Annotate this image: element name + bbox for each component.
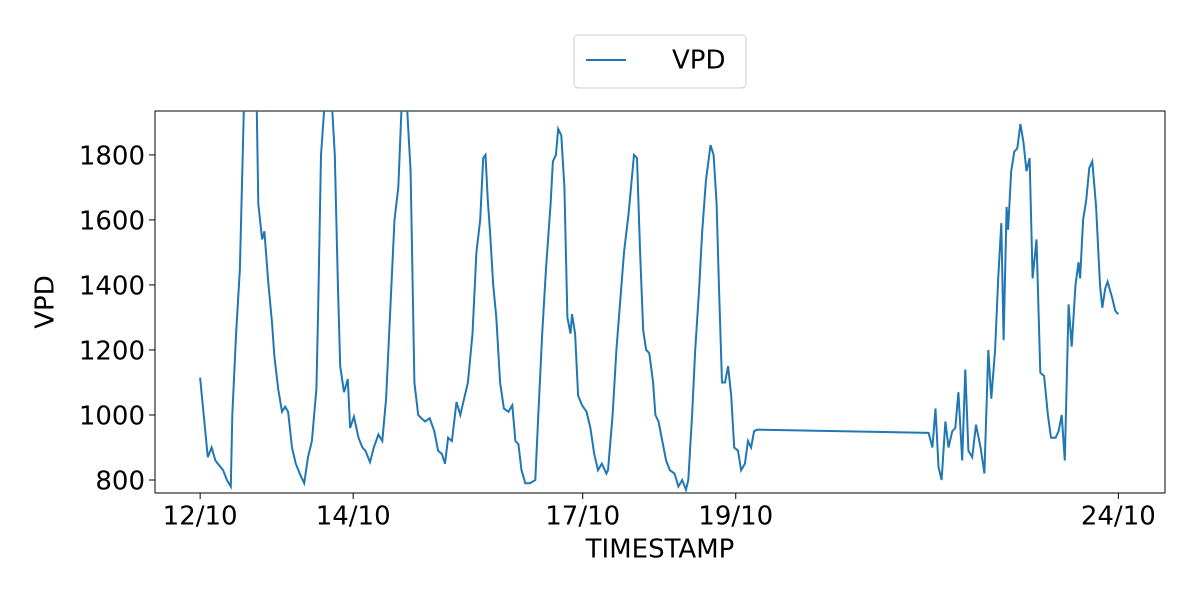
- y-axis-label: VPD: [31, 275, 61, 329]
- x-tick-label: 14/10: [316, 502, 391, 532]
- plot-frame: [154, 110, 1166, 494]
- legend-box: [573, 34, 747, 89]
- x-tick-label: 24/10: [1081, 502, 1156, 532]
- y-tick-label: 800: [95, 466, 145, 496]
- y-tick-label: 1800: [79, 141, 145, 171]
- data-line: [199, 111, 1120, 493]
- y-tick-label: 1600: [79, 206, 145, 236]
- y-tick-label: 1000: [79, 401, 145, 431]
- x-tick-label: 19/10: [698, 502, 773, 532]
- x-tick-label: 12/10: [163, 502, 238, 532]
- y-tick-label: 1200: [79, 336, 145, 366]
- x-axis-label: TIMESTAMP: [585, 535, 735, 565]
- y-tick-label: 1400: [79, 271, 145, 301]
- x-tick-label: 17/10: [545, 502, 620, 532]
- legend-label: VPD: [672, 46, 726, 76]
